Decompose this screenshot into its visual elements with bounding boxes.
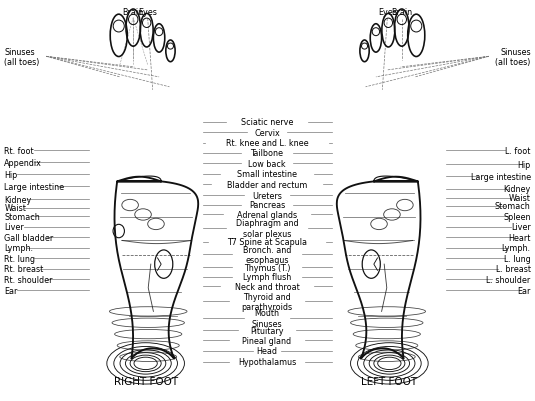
Text: Neck and throat: Neck and throat bbox=[235, 282, 300, 291]
Text: Sinuses
(all toes): Sinuses (all toes) bbox=[495, 47, 531, 67]
Text: Brain: Brain bbox=[123, 8, 144, 16]
Text: Cervix: Cervix bbox=[254, 128, 280, 137]
Text: Rt. foot: Rt. foot bbox=[4, 147, 34, 156]
Text: Ear: Ear bbox=[517, 286, 531, 295]
Text: Eyes: Eyes bbox=[138, 8, 157, 16]
Text: Rt. breast: Rt. breast bbox=[4, 265, 44, 273]
Text: Thymus (T.): Thymus (T.) bbox=[244, 263, 291, 272]
Text: Lymph.: Lymph. bbox=[502, 243, 531, 252]
Text: Kidney: Kidney bbox=[503, 185, 531, 194]
Text: Hip: Hip bbox=[4, 170, 18, 180]
Text: Small intestine: Small intestine bbox=[237, 170, 297, 179]
Text: Thyroid and
parathyroids: Thyroid and parathyroids bbox=[241, 292, 293, 311]
Text: Liver: Liver bbox=[4, 223, 24, 232]
Text: Pancreas: Pancreas bbox=[249, 201, 285, 210]
Text: Bronch. and
esophagus: Bronch. and esophagus bbox=[243, 245, 291, 264]
Text: Tailbone: Tailbone bbox=[250, 149, 284, 158]
Text: Diaphragm and
solar plexus: Diaphragm and solar plexus bbox=[236, 219, 299, 238]
Text: Rt. lung: Rt. lung bbox=[4, 254, 35, 263]
Text: Large intestine: Large intestine bbox=[4, 182, 65, 191]
Text: L. lung: L. lung bbox=[504, 254, 531, 263]
Text: Liver: Liver bbox=[511, 223, 531, 232]
Text: Rt. shoulder: Rt. shoulder bbox=[4, 275, 53, 284]
Text: Ureters: Ureters bbox=[252, 191, 282, 200]
Text: Head: Head bbox=[256, 346, 278, 356]
Text: L. foot: L. foot bbox=[505, 147, 531, 156]
Text: Lymph.: Lymph. bbox=[4, 243, 33, 252]
Text: Stomach: Stomach bbox=[495, 202, 531, 211]
Text: Adrenal glands: Adrenal glands bbox=[237, 211, 297, 219]
Text: LEFT FOOT: LEFT FOOT bbox=[361, 376, 417, 386]
Text: Brain: Brain bbox=[391, 8, 412, 16]
Text: Rt. knee and L. knee: Rt. knee and L. knee bbox=[226, 139, 308, 148]
Text: L. breast: L. breast bbox=[495, 265, 531, 273]
Text: Bladder and rectum: Bladder and rectum bbox=[227, 180, 307, 189]
Text: Kidney: Kidney bbox=[4, 195, 32, 204]
Text: Waist: Waist bbox=[4, 204, 26, 213]
Text: Sinuses
(all toes): Sinuses (all toes) bbox=[4, 47, 40, 67]
Text: Low back: Low back bbox=[248, 159, 286, 168]
Text: Pituitary: Pituitary bbox=[250, 326, 284, 335]
Text: Hypothalamus: Hypothalamus bbox=[238, 357, 296, 366]
Text: Eyes: Eyes bbox=[378, 8, 397, 16]
Text: Mouth
Sinuses: Mouth Sinuses bbox=[251, 309, 282, 328]
Text: L. shoulder: L. shoulder bbox=[486, 275, 531, 284]
Text: Gall bladder: Gall bladder bbox=[4, 233, 54, 242]
Text: T7 Spine at Scapula: T7 Spine at Scapula bbox=[227, 237, 307, 246]
Text: Large intestine: Large intestine bbox=[470, 172, 531, 181]
Text: Ear: Ear bbox=[4, 286, 18, 295]
Text: Stomach: Stomach bbox=[4, 213, 40, 221]
Text: Lymph flush: Lymph flush bbox=[243, 272, 291, 282]
Text: RIGHT FOOT: RIGHT FOOT bbox=[113, 376, 178, 386]
Text: Hip: Hip bbox=[517, 160, 531, 169]
Text: Appendix: Appendix bbox=[4, 158, 42, 168]
Text: Sciatic nerve: Sciatic nerve bbox=[241, 118, 293, 127]
Text: Pineal gland: Pineal gland bbox=[242, 336, 292, 345]
Text: Waist: Waist bbox=[509, 194, 531, 203]
Text: Spleen: Spleen bbox=[503, 213, 531, 221]
Text: Heart: Heart bbox=[508, 233, 531, 242]
